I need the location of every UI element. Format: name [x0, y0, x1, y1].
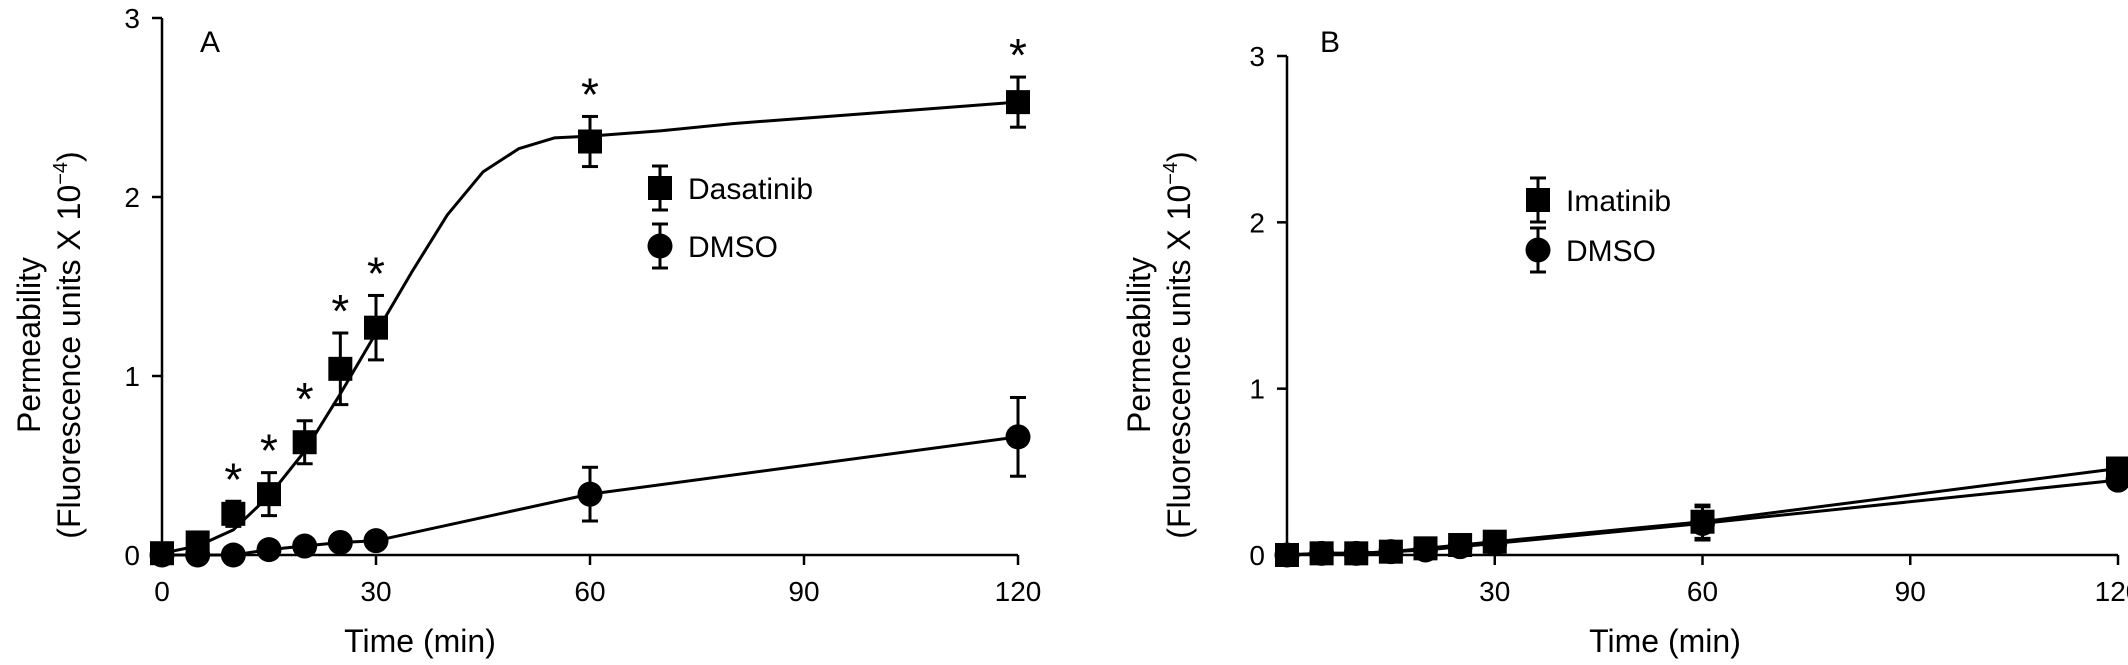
panel-a-dasatinib-point [578, 129, 602, 154]
panel-a-dmso-point [577, 481, 603, 507]
panel-a-significance-star: * [296, 373, 314, 425]
panel-a-dmso-point [256, 537, 282, 563]
panel-b-y-title-close: ) [1161, 151, 1197, 162]
panel-a-x-tick-label: 60 [574, 576, 605, 607]
panel-a-y-title-close: ) [51, 151, 87, 162]
panel-a-y-tick-label: 2 [124, 182, 140, 213]
panel-a-significance-star: * [260, 425, 278, 477]
panel-b-y-tick-label: 3 [1249, 41, 1265, 72]
panel-a-x-tick-label: 90 [788, 576, 819, 607]
panel-a-dmso-point [185, 542, 211, 568]
panel-a-dmso-legend-marker [647, 233, 673, 259]
panel-a-dasatinib-point [221, 501, 246, 526]
panel-a-significance-star: * [581, 68, 599, 120]
svg-text:Permeability: Permeability [11, 257, 47, 433]
panel-b-x-axis-title: Time (min) [1589, 623, 1741, 659]
panel-a-dasatinib-point [364, 315, 388, 340]
panel-b-x-tick-label: 120 [2095, 576, 2128, 607]
panel-b-dmso-point [1343, 540, 1369, 566]
panel-b-dmso-point [1447, 534, 1473, 560]
svg-text:(Fluorescence units X 10−4): (Fluorescence units X 10−4) [1160, 151, 1197, 538]
panel-b-imatinib-legend-label: Imatinib [1566, 185, 1671, 218]
panel-b-y-tick-label: 0 [1249, 540, 1265, 571]
panel-a-significance-star: * [367, 247, 385, 299]
panel-b-y-title-line1: Permeability [1121, 257, 1157, 433]
panel-a-y-tick-label: 0 [124, 540, 140, 571]
panel-b-y-title-exponent: −4 [1160, 162, 1182, 185]
panel-a-significance-star: * [331, 285, 349, 337]
panel-b-x-tick-label: 30 [1479, 576, 1510, 607]
panel-a-y-title-line2: (Fluorescence units X 10 [51, 185, 87, 539]
panel-a-x-tick-label: 0 [154, 576, 170, 607]
panel-b-x-tick-label: 90 [1895, 576, 1926, 607]
panel-a-dasatinib-point [292, 430, 317, 455]
panel-a-dasatinib-legend-marker [648, 176, 672, 200]
panel-a-dasatinib-point [328, 356, 353, 381]
panel-b-dmso-point [1378, 539, 1404, 565]
panel-a-dasatinib-point [1006, 90, 1030, 115]
panel-b-dmso-point [1309, 540, 1335, 566]
panel-b-dmso-legend-label: DMSO [1566, 235, 1656, 268]
panel-a: A Permeability (Fluorescence units X 10−… [11, 3, 1041, 659]
panel-a-dmso-point [363, 528, 389, 554]
panel-a-y-tick-label: 1 [124, 361, 140, 392]
panel-b-y-axis-title: Permeability (Fluorescence units X 10−4) [1121, 151, 1197, 538]
panel-a-letter: A [200, 26, 220, 59]
panel-a-y-axis-title: Permeability (Fluorescence units X 10−4) [11, 151, 87, 538]
panel-b-dmso-legend-marker [1525, 237, 1551, 263]
panel-a-dmso-legend-label: DMSO [688, 231, 778, 264]
panel-a-y-title-exponent: −4 [50, 162, 72, 185]
panel-b-letter: B [1320, 26, 1340, 59]
panel-b-dmso-point [1482, 530, 1508, 556]
panel-a-dmso-point [292, 533, 318, 559]
panel-a-dmso-point [220, 542, 246, 568]
panel-a-dmso-point [1005, 424, 1031, 450]
panel-b-dmso-point [1690, 510, 1715, 536]
svg-text:(Fluorescence units X 10−4): (Fluorescence units X 10−4) [50, 151, 87, 538]
panel-a-x-tick-label: 120 [995, 576, 1042, 607]
panel-a-y-title-line1: Permeability [11, 257, 47, 433]
panel-b-y-tick-label: 1 [1249, 374, 1265, 405]
panel-a-significance-star: * [1009, 29, 1027, 81]
panel-b-y-tick-label: 2 [1249, 207, 1265, 238]
panel-a-significance-star: * [224, 453, 242, 505]
panel-a-x-axis-title: Time (min) [344, 623, 496, 659]
panel-b-y-title-line2: (Fluorescence units X 10 [1161, 185, 1197, 539]
panel-a-dmso-point [149, 542, 175, 568]
panel-b-x-tick-label: 60 [1687, 576, 1718, 607]
panel-a-y-tick-label: 3 [124, 3, 140, 34]
svg-text:Permeability: Permeability [1121, 257, 1157, 433]
panel-a-dasatinib-legend-label: Dasatinib [688, 173, 813, 206]
panel-b-dmso-point [1274, 542, 1300, 568]
panel-a-dmso-point [327, 529, 353, 555]
panel-a-x-tick-label: 30 [360, 576, 391, 607]
panel-b-dmso-point [1413, 537, 1438, 563]
panel-b-dmso-point [2105, 467, 2128, 493]
panel-a-dasatinib-point [257, 482, 281, 507]
panel-b: B Permeability (Fluorescence units X 10−… [1121, 26, 2128, 659]
panel-b-imatinib-legend-marker [1526, 188, 1550, 212]
